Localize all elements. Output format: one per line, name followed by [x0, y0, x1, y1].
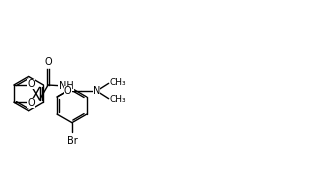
Text: CH₃: CH₃ [110, 95, 127, 104]
Text: CH₃: CH₃ [110, 78, 127, 87]
Text: O: O [44, 57, 52, 68]
Text: N: N [93, 86, 100, 96]
Text: O: O [64, 86, 72, 96]
Text: NH: NH [59, 81, 74, 91]
Text: O: O [27, 98, 35, 108]
Text: O: O [27, 79, 35, 89]
Text: Br: Br [66, 136, 77, 146]
